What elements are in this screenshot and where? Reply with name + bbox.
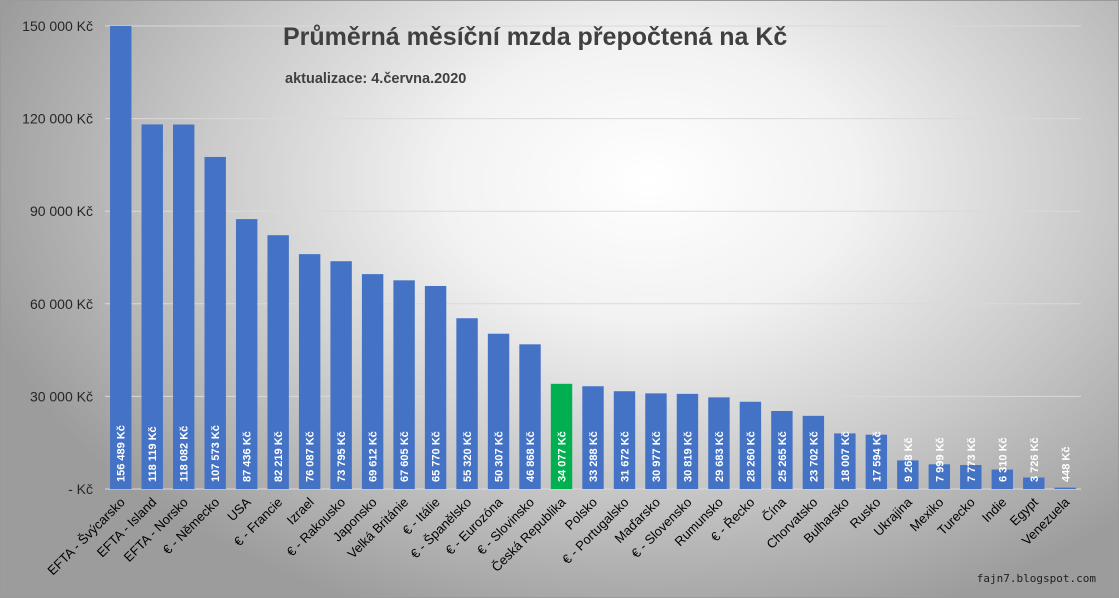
data-label: 34 077 Kč bbox=[557, 431, 569, 482]
y-tick-label: 60 000 Kč bbox=[30, 296, 93, 312]
x-tick-label: Indie bbox=[979, 495, 1010, 526]
data-label: 7 999 Kč bbox=[934, 437, 946, 482]
data-label: 76 087 Kč bbox=[305, 431, 317, 482]
bar bbox=[991, 469, 1013, 489]
bar bbox=[708, 397, 730, 489]
bar bbox=[865, 434, 888, 489]
data-label: 156 489 Kč bbox=[116, 425, 128, 482]
data-label: 25 265 Kč bbox=[777, 431, 789, 482]
data-label: 118 082 Kč bbox=[179, 426, 191, 482]
bar bbox=[361, 274, 384, 489]
data-label: 7 773 Kč bbox=[966, 437, 978, 482]
data-label: 23 702 Kč bbox=[808, 431, 820, 482]
bar bbox=[393, 280, 415, 489]
chart-title: Průměrná měsíční mzda přepočtená na Kč bbox=[283, 23, 788, 51]
data-label: 9 268 Kč bbox=[903, 437, 915, 482]
y-tick-label: 120 000 Kč bbox=[22, 111, 93, 127]
bar bbox=[897, 460, 919, 489]
bar bbox=[424, 285, 447, 489]
bar bbox=[771, 411, 793, 489]
data-label: 29 683 Kč bbox=[714, 431, 726, 482]
bar bbox=[298, 254, 321, 489]
y-tick-label: 90 000 Kč bbox=[30, 203, 93, 219]
y-tick-label: - Kč bbox=[68, 481, 93, 497]
data-label: 118 119 Kč bbox=[147, 426, 159, 482]
chart-subtitle: aktualizace: 4.června.2020 bbox=[285, 71, 467, 87]
bar bbox=[487, 333, 510, 489]
bar bbox=[676, 393, 699, 489]
data-label: 18 007 Kč bbox=[840, 431, 852, 482]
bar bbox=[519, 344, 541, 489]
data-label: 448 Kč bbox=[1060, 447, 1072, 482]
data-label: 65 770 Kč bbox=[431, 431, 443, 482]
data-label: 82 219 Kč bbox=[273, 431, 285, 482]
bar bbox=[1054, 487, 1076, 489]
data-label: 50 307 Kč bbox=[494, 431, 506, 482]
bar bbox=[613, 391, 636, 489]
data-label: 31 672 Kč bbox=[619, 431, 631, 482]
bar bbox=[110, 26, 132, 489]
bar bbox=[834, 433, 856, 489]
watermark: fajn7.blogspot.com bbox=[976, 572, 1096, 585]
data-label: 73 795 Kč bbox=[336, 431, 348, 482]
bar bbox=[204, 156, 226, 489]
bar bbox=[960, 465, 982, 489]
bar bbox=[267, 235, 289, 489]
data-label: 69 612 Kč bbox=[368, 431, 380, 482]
data-label: 33 288 Kč bbox=[588, 431, 600, 482]
data-label: 28 260 Kč bbox=[745, 431, 757, 482]
bar bbox=[1023, 477, 1045, 489]
bar bbox=[173, 124, 195, 489]
data-label: 30 977 Kč bbox=[651, 431, 663, 482]
bar bbox=[739, 401, 762, 489]
bar bbox=[802, 415, 825, 489]
data-label: 17 594 Kč bbox=[871, 431, 883, 482]
data-label: 6 310 Kč bbox=[997, 437, 1009, 482]
bar bbox=[456, 318, 478, 489]
y-tick-label: 150 000 Kč bbox=[22, 18, 93, 34]
y-tick-label: 30 000 Kč bbox=[30, 388, 93, 404]
bar bbox=[928, 464, 951, 489]
bar bbox=[235, 219, 258, 490]
data-label: 107 573 Kč bbox=[210, 425, 222, 482]
data-label: 67 605 Kč bbox=[399, 431, 411, 482]
bar bbox=[582, 386, 604, 489]
data-label: 55 320 Kč bbox=[462, 431, 474, 482]
data-label: 3 726 Kč bbox=[1029, 437, 1041, 482]
data-label: 87 436 Kč bbox=[242, 431, 254, 482]
data-label: 46 868 Kč bbox=[525, 431, 537, 482]
data-label: 30 819 Kč bbox=[682, 431, 694, 482]
bar bbox=[141, 124, 163, 490]
bar bbox=[550, 383, 573, 489]
bar bbox=[645, 393, 667, 489]
bar bbox=[330, 261, 352, 489]
